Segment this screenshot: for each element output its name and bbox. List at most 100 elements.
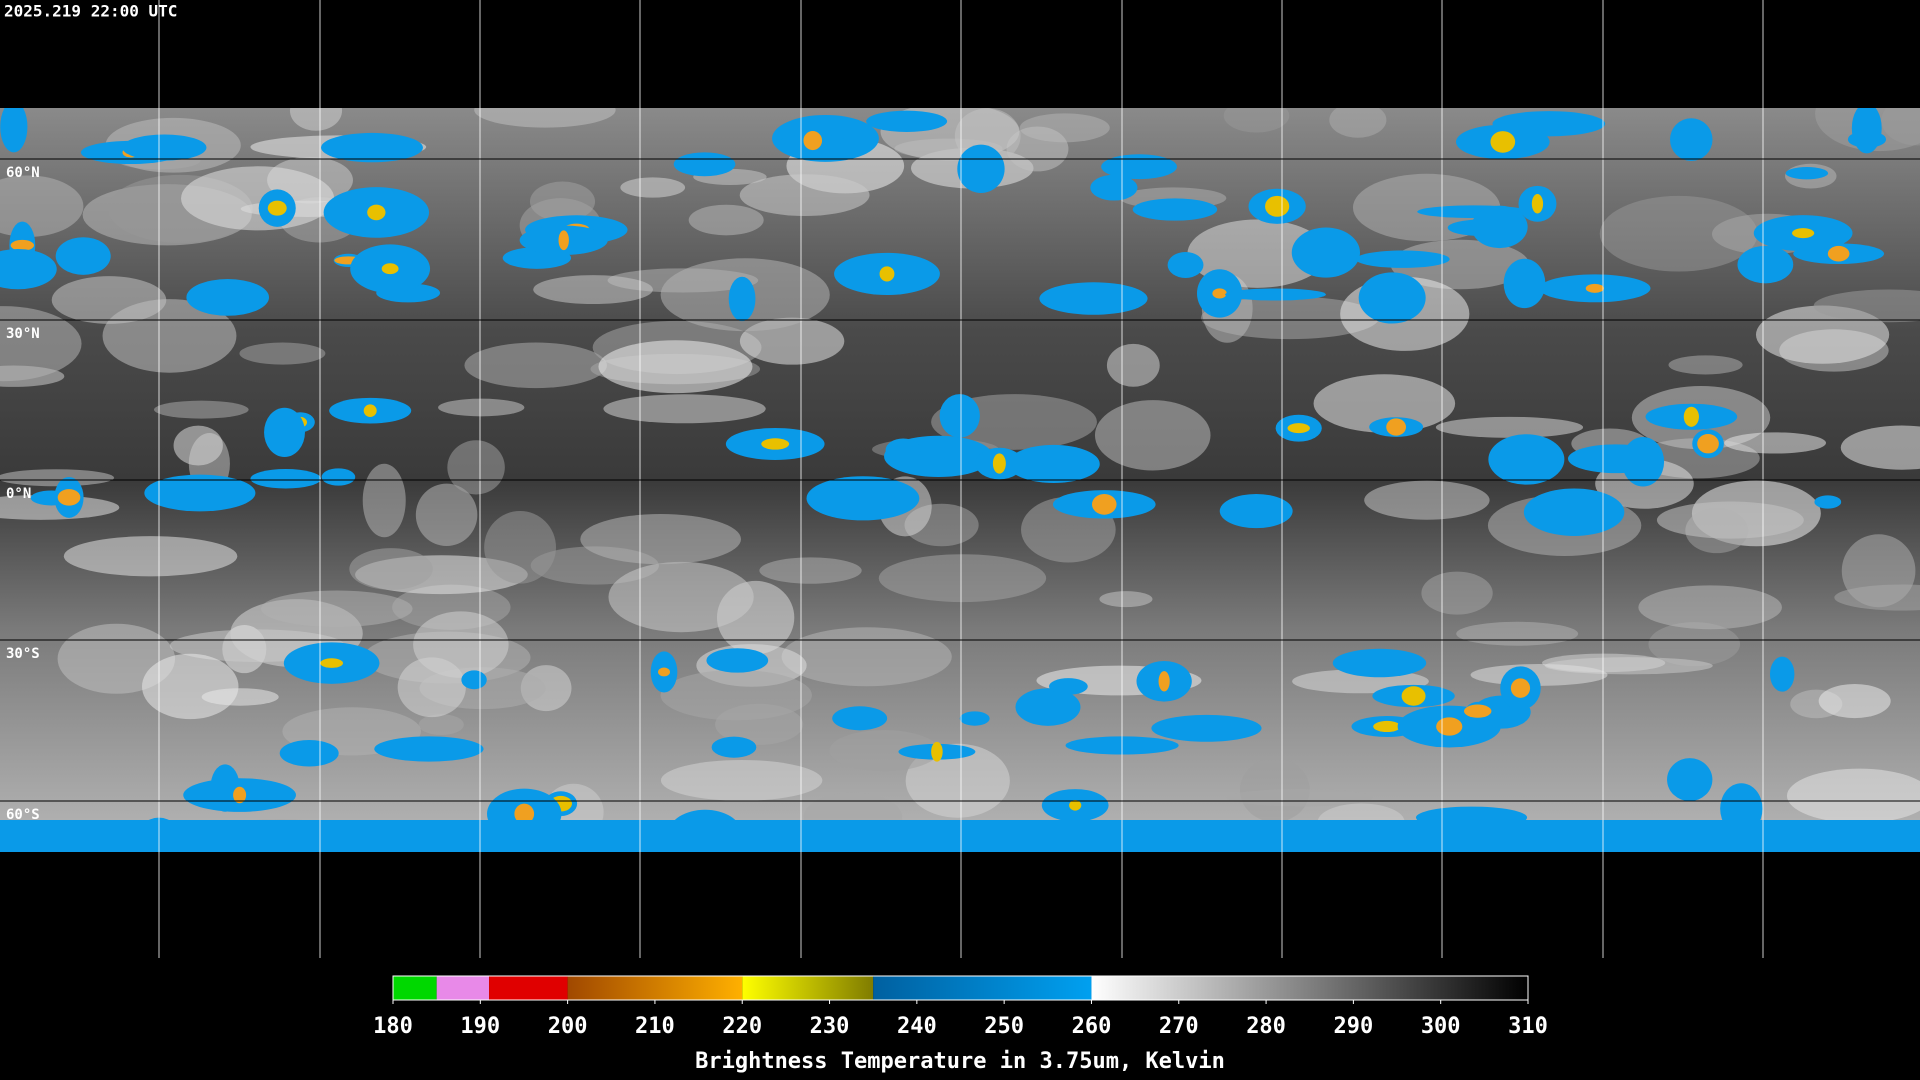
deep-convection [803,131,823,151]
deep-convection [879,266,895,282]
cold-cloud [1667,758,1713,802]
cloud [289,108,343,131]
cloud [413,611,509,678]
deep-convection [931,741,943,762]
cloud [154,400,249,419]
colorbar-segment [436,976,490,1000]
colorbar-segment [742,976,874,1000]
cold-cloud [1471,205,1528,249]
cloud [1668,355,1743,375]
colorbar-tick-label: 280 [1246,1014,1286,1039]
cold-cloud [1358,272,1426,324]
cold-cloud [144,474,256,512]
cold-cloud [1291,227,1361,278]
colorbar-segment [393,976,437,1000]
cloud [580,513,742,565]
cloud [447,440,505,495]
cloud [533,275,653,305]
cold-cloud [1567,444,1664,474]
cold-cloud [461,670,487,690]
cold-cloud [0,248,57,290]
deep-convection [1092,493,1117,515]
cold-cloud [55,237,111,275]
colorbar-segment [567,976,743,1000]
deep-convection [363,404,377,417]
cloud [181,166,335,231]
cloud-layer [0,108,1920,852]
cloud [878,554,1047,603]
cloud [1813,289,1920,323]
cloud [660,759,823,801]
deep-convection [1585,283,1604,293]
cold-cloud [1015,688,1081,726]
deep-convection [558,230,569,251]
cloud [598,340,753,394]
deep-convection [320,658,344,668]
cold-cloud [1007,444,1100,483]
cold-cloud [0,108,28,153]
cold-cloud [706,648,769,673]
cold-cloud [1488,434,1565,485]
cloud [608,561,754,633]
deep-convection [1792,228,1815,239]
cloud [1724,432,1827,454]
cloud [1599,195,1758,272]
colorbar-segment [489,976,568,1000]
colorbar-tick-label: 180 [373,1014,413,1039]
cold-cloud [1503,258,1546,309]
cold-cloud [711,736,757,758]
cold-band [0,820,1920,852]
latitude-labels: 60°N 30°N 0°N 30°S 60°S [6,165,40,823]
cloud [829,730,939,772]
cloud [349,548,433,590]
cloud [1006,126,1069,172]
cold-cloud [1039,282,1148,315]
cold-cloud [866,110,948,132]
deep-convection [1436,717,1463,736]
cloud [1456,621,1579,646]
deep-convection [1069,800,1082,811]
cloud [1226,788,1373,807]
cold-cloud [673,152,736,177]
deep-convection [761,438,790,450]
latitude-label: 0°N [6,486,31,502]
colorbar-tick-label: 250 [984,1014,1024,1039]
cold-cloud [264,407,305,458]
cloud [1106,343,1160,387]
deep-convection [1373,720,1401,733]
cloud [1421,571,1493,615]
cloud [660,669,812,721]
cold-cloud [1332,648,1427,678]
cloud [603,394,766,424]
cold-cloud [1851,108,1882,154]
colorbar-title: Brightness Temperature in 3.75um, Kelvin [695,1049,1225,1074]
colorbar-tick-label: 200 [548,1014,588,1039]
cloud [0,175,84,237]
cloud [1364,480,1490,520]
deep-convection [381,263,399,275]
deep-convection [1401,686,1426,706]
cold-cloud [374,736,484,762]
cold-cloud [1814,495,1842,509]
cloud [362,463,406,538]
cold-cloud [957,144,1005,193]
deep-convection [10,239,34,251]
cold-cloud [1151,714,1262,742]
cloud [1841,534,1916,608]
deep-convection [1697,434,1719,454]
cold-cloud [1219,493,1293,529]
deep-convection [1531,194,1544,214]
cold-cloud [1737,245,1794,284]
deep-convection [1510,678,1531,698]
cloud [1656,501,1804,539]
cloud [1329,108,1387,138]
cloud [474,108,616,128]
cloud [63,536,238,577]
deep-convection [57,489,81,506]
deep-convection [1158,671,1170,692]
colorbar-tick-label: 290 [1334,1014,1374,1039]
deep-convection [1386,418,1407,436]
deep-convection [1287,423,1310,434]
colorbar-tick-label: 220 [722,1014,762,1039]
cloud [484,510,556,584]
